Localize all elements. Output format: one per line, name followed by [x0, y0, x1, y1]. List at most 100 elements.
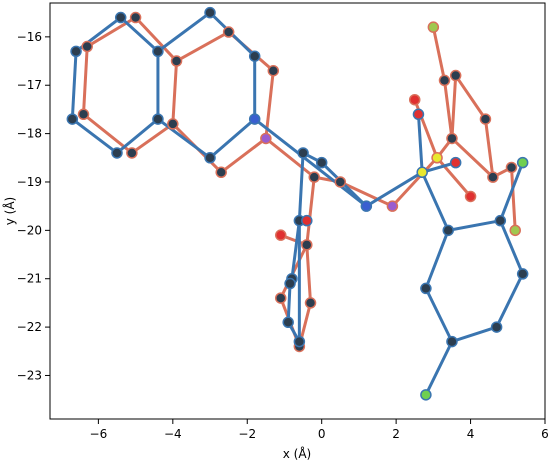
- atom-point-series-0: [66, 113, 79, 125]
- atom-point-series-0: [297, 147, 309, 159]
- atom-point-series-1: [408, 93, 421, 106]
- atom-point-series-1: [81, 40, 93, 53]
- bond-series-0: [420, 170, 450, 232]
- bond-series-0: [297, 151, 305, 223]
- atom-point-series-0: [516, 268, 529, 280]
- bond-series-0: [253, 117, 368, 208]
- atom-point-series-0: [114, 11, 127, 24]
- bond-series-1: [450, 136, 495, 179]
- bond-series-1: [390, 156, 439, 208]
- y-tick-label: −17: [17, 78, 42, 92]
- atom-point-series-1: [505, 161, 518, 174]
- bond-series-0: [208, 117, 257, 160]
- y-tick-label: −16: [17, 30, 42, 44]
- atom-point-series-1: [386, 200, 399, 212]
- bond-series-0: [156, 11, 212, 53]
- atom-point-series-1: [308, 171, 320, 183]
- bond-series-1: [338, 180, 394, 208]
- bond-series-1: [219, 136, 268, 174]
- atom-point-series-1: [479, 113, 492, 125]
- atom-point-series-0: [412, 108, 425, 121]
- atom-point-series-0: [152, 45, 164, 58]
- bond-series-1: [134, 16, 179, 63]
- atom-point-series-1: [487, 171, 499, 183]
- bond-series-0: [495, 272, 525, 329]
- plot-frame: [49, 2, 546, 420]
- bond-series-0: [416, 112, 424, 174]
- bond-series-1: [450, 74, 458, 140]
- bond-series-1: [264, 136, 316, 179]
- atom-point-series-1: [222, 26, 235, 38]
- x-tick-label: −4: [164, 427, 182, 441]
- bond-series-0: [446, 219, 502, 232]
- atom-point-series-0: [248, 113, 261, 125]
- atom-point-series-1: [304, 297, 317, 309]
- bond-series-1: [175, 30, 231, 63]
- x-tick-label: −6: [90, 427, 108, 441]
- y-axis-ticks: −16 −17 −18 −19 −20 −21 −22 −23: [17, 30, 50, 382]
- bond-series-0: [424, 228, 450, 290]
- bond-series-0: [119, 16, 160, 53]
- y-tick-label: −19: [17, 175, 42, 189]
- y-tick-label: −22: [17, 320, 42, 334]
- atom-point-series-0: [70, 45, 82, 58]
- atom-point-series-1: [260, 132, 272, 145]
- bond-series-1: [510, 165, 517, 232]
- atom-point-series-1: [77, 108, 90, 121]
- atom-point-series-1: [170, 55, 183, 67]
- atom-point-series-1: [446, 132, 458, 145]
- atom-point-series-0: [442, 224, 454, 237]
- atom-point-series-1: [129, 11, 142, 24]
- atom-point-series-1: [427, 21, 440, 33]
- atom-point-series-0: [204, 6, 216, 19]
- bond-series-0: [498, 219, 525, 276]
- atom-point-series-1: [275, 292, 287, 304]
- x-tick-label: 4: [467, 427, 475, 441]
- y-tick-label: −18: [17, 127, 42, 141]
- atom-point-series-1: [509, 224, 521, 237]
- bond-series-0: [424, 286, 454, 344]
- bond-series-0: [115, 117, 160, 155]
- bond-series-1: [85, 16, 138, 49]
- atom-point-series-0: [152, 113, 164, 125]
- bond-series-0: [156, 117, 212, 160]
- atom-point-series-0: [204, 152, 216, 164]
- atom-point-series-0: [301, 214, 313, 227]
- atom-point-series-0: [446, 335, 458, 348]
- atom-point-series-0: [293, 335, 306, 348]
- bond-series-1: [81, 45, 89, 116]
- x-tick-label: 2: [392, 427, 400, 441]
- y-tick-label: −20: [17, 223, 42, 237]
- atom-point-series-0: [111, 147, 123, 159]
- atom-point-series-0: [494, 214, 507, 227]
- bond-series-1: [454, 74, 487, 121]
- atom-point-series-1: [215, 166, 227, 179]
- atom-point-series-1: [275, 229, 287, 241]
- bond-series-0: [364, 170, 424, 208]
- bond-series-0: [70, 49, 78, 121]
- atom-point-series-1: [449, 69, 462, 82]
- atom-point-series-0: [315, 156, 328, 169]
- bond-series-1: [431, 25, 447, 82]
- bond-series-0: [498, 161, 525, 223]
- atom-point-series-0: [360, 200, 373, 212]
- bond-series-0: [424, 340, 454, 397]
- atom-point-series-0: [248, 50, 261, 62]
- bond-series-0: [286, 282, 292, 324]
- atom-point-series-0: [516, 156, 529, 169]
- x-tick-label: 6: [541, 427, 549, 441]
- atom-layer: [66, 6, 529, 401]
- y-axis-label: y (Å): [2, 197, 17, 226]
- atom-point-series-0: [282, 316, 294, 329]
- bond-series-1: [305, 175, 316, 247]
- atom-point-series-1: [334, 176, 347, 188]
- bond-series-1: [171, 59, 179, 126]
- atom-point-series-0: [420, 282, 432, 295]
- atom-point-series-0: [416, 166, 428, 179]
- y-tick-label: −21: [17, 272, 42, 286]
- atom-point-series-1: [301, 239, 313, 251]
- x-axis-label: x (Å): [283, 446, 312, 461]
- atom-point-series-1: [267, 64, 280, 77]
- x-tick-label: 0: [318, 427, 326, 441]
